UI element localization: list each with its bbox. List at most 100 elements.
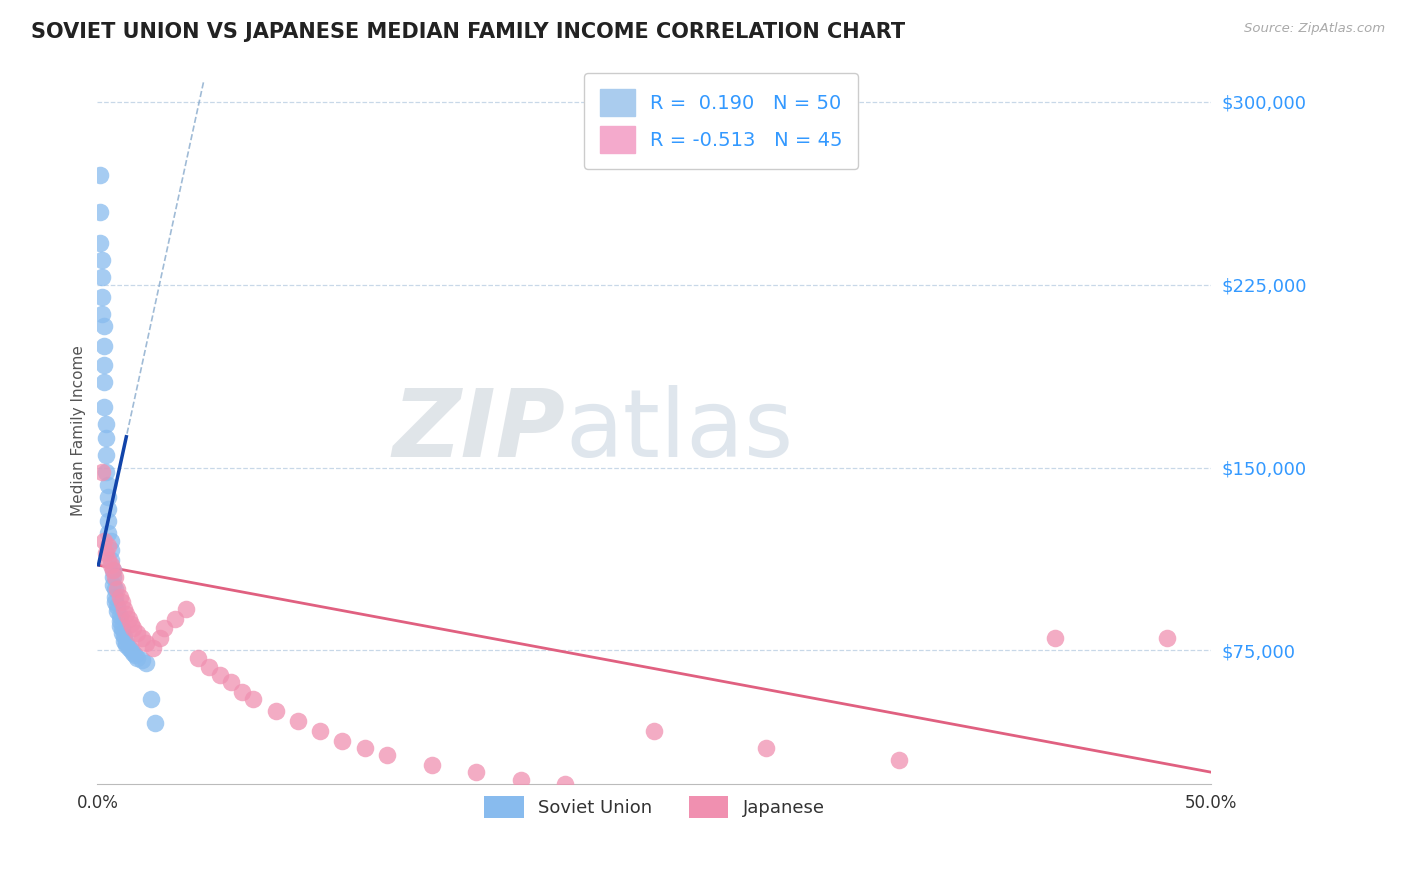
Point [165,612,187,626]
Point [115,639,138,653]
Point [117,612,139,626]
Point [197,660,219,674]
Point [101,563,124,577]
Point [96,448,118,462]
Text: Source: ZipAtlas.com: Source: ZipAtlas.com [1244,22,1385,36]
Point [117,640,139,655]
Point [89,236,111,251]
Point [96,417,118,431]
Point [231,685,253,699]
Point [375,748,398,763]
Point [509,772,531,787]
Point [107,599,129,614]
Point [89,168,111,182]
Point [93,338,115,352]
Point [111,621,134,635]
Point [96,466,118,480]
Text: SOVIET UNION VS JAPANESE MEDIAN FAMILY INCOME CORRELATION CHART: SOVIET UNION VS JAPANESE MEDIAN FAMILY I… [31,22,905,42]
Point [93,319,115,334]
Point [104,570,127,584]
Point [97,477,120,491]
Point [90,253,112,268]
Point [131,653,153,667]
Point [120,643,142,657]
Point [309,723,332,738]
Point [219,675,242,690]
Point [122,621,145,635]
Point [90,307,112,321]
Point [90,290,112,304]
Y-axis label: Median Family Income: Median Family Income [72,345,86,516]
Point [97,490,120,504]
Point [93,400,115,414]
Point [93,358,115,372]
Point [127,650,149,665]
Point [100,553,122,567]
Point [332,733,354,747]
Point [643,723,665,738]
Point [97,553,120,567]
Point [93,375,115,389]
Point [93,533,115,548]
Point [90,466,112,480]
Point [100,543,122,558]
Point [101,563,124,577]
Point [97,502,120,516]
Point [100,558,122,572]
Point [889,753,911,767]
Point [112,629,135,643]
Point [107,604,129,618]
Point [755,740,778,755]
Point [104,582,127,597]
Point [108,619,131,633]
Point [100,533,122,548]
Point [90,270,112,285]
Point [1045,631,1067,645]
Point [187,650,209,665]
Point [143,716,166,731]
Point [153,621,176,635]
Point [135,656,157,670]
Point [108,614,131,628]
Point [242,692,264,706]
Point [115,607,138,621]
Point [112,633,135,648]
Point [96,431,118,445]
Point [120,616,142,631]
Point [111,626,134,640]
Point [122,646,145,660]
Point [104,590,127,604]
Point [107,582,129,597]
Point [176,602,198,616]
Point [1156,631,1178,645]
Point [131,631,153,645]
Point [96,546,118,560]
Text: atlas: atlas [565,385,793,477]
Point [142,640,165,655]
Point [287,714,309,728]
Legend: Soviet Union, Japanese: Soviet Union, Japanese [477,789,832,825]
Point [97,539,120,553]
Point [127,626,149,640]
Point [97,526,120,541]
Point [139,692,162,706]
Point [208,667,231,681]
Point [465,765,488,780]
Point [115,636,138,650]
Point [101,577,124,591]
Point [554,777,576,791]
Point [353,740,375,755]
Point [124,648,146,663]
Point [135,636,157,650]
Point [112,602,135,616]
Point [101,570,124,584]
Point [149,631,172,645]
Point [108,590,131,604]
Point [420,758,443,772]
Text: ZIP: ZIP [392,385,565,477]
Point [104,594,127,608]
Point [264,704,287,718]
Point [89,204,111,219]
Point [108,609,131,624]
Point [111,594,134,608]
